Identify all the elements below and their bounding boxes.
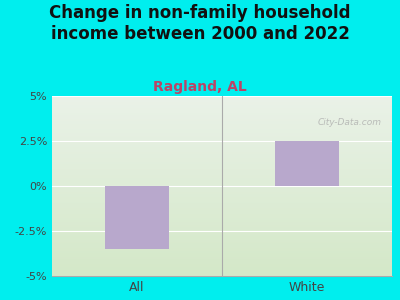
Text: Change in non-family household
income between 2000 and 2022: Change in non-family household income be… — [49, 4, 351, 43]
Bar — [275, 141, 339, 186]
Text: City-Data.com: City-Data.com — [318, 118, 382, 127]
Bar — [105, 186, 169, 249]
Text: Ragland, AL: Ragland, AL — [153, 80, 247, 94]
